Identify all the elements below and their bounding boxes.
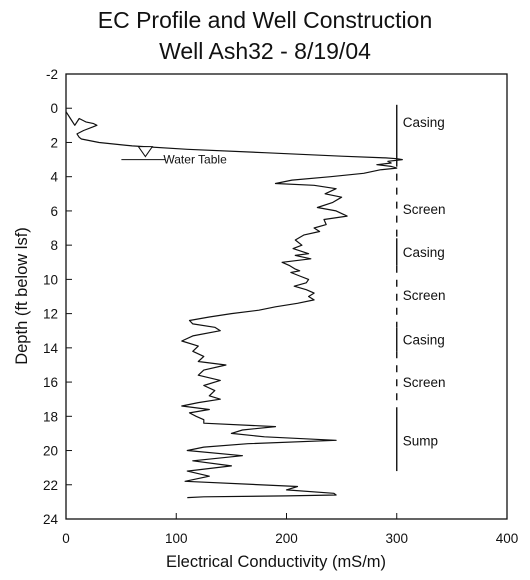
y-tick-label: -2	[46, 67, 58, 82]
well-segment-label: Casing	[403, 332, 445, 347]
y-tick-label: 16	[43, 375, 58, 390]
y-tick-label: 8	[50, 238, 58, 253]
water-table-triangle	[137, 146, 154, 158]
x-axis-label: Electrical Conductivity (mS/m)	[166, 553, 386, 571]
x-tick-label: 0	[62, 531, 70, 546]
y-tick-label: 24	[43, 512, 59, 527]
water-table-label: Water Table	[163, 153, 227, 167]
x-tick-label: 400	[496, 531, 519, 546]
y-tick-label: 2	[50, 135, 58, 150]
y-tick-label: 0	[50, 101, 58, 116]
y-tick-label: 20	[43, 444, 58, 459]
y-tick-label: 6	[50, 204, 58, 219]
y-tick-label: 14	[43, 341, 59, 356]
water-table-marker: Water Table	[121, 146, 227, 167]
well-segment-label: Screen	[403, 202, 446, 217]
y-tick-label: 18	[43, 409, 58, 424]
y-axis-label: Depth (ft below lsf)	[13, 227, 31, 365]
well-segment-label: Sump	[403, 433, 438, 448]
x-tick-label: 300	[385, 531, 408, 546]
chart-subtitle: Well Ash32 - 8/19/04	[159, 38, 371, 64]
y-tick-label: 12	[43, 307, 58, 322]
y-tick-label: 10	[43, 272, 58, 287]
well-segment-label: Screen	[403, 288, 446, 303]
x-axis: 0 100 200 300 400	[62, 513, 518, 546]
well-segment-label: Casing	[403, 115, 445, 130]
y-tick-label: 4	[50, 170, 58, 185]
well-segment-label: Casing	[403, 245, 445, 260]
x-tick-label: 200	[275, 531, 298, 546]
ec-profile-line	[65, 111, 403, 499]
chart-title: EC Profile and Well Construction	[98, 7, 433, 33]
well-segment-label: Screen	[403, 375, 446, 390]
x-tick-label: 100	[165, 531, 188, 546]
well-construction: Casing Screen Casing Screen Casing Screen Sump	[396, 104, 446, 472]
y-tick-label: 22	[43, 478, 58, 493]
